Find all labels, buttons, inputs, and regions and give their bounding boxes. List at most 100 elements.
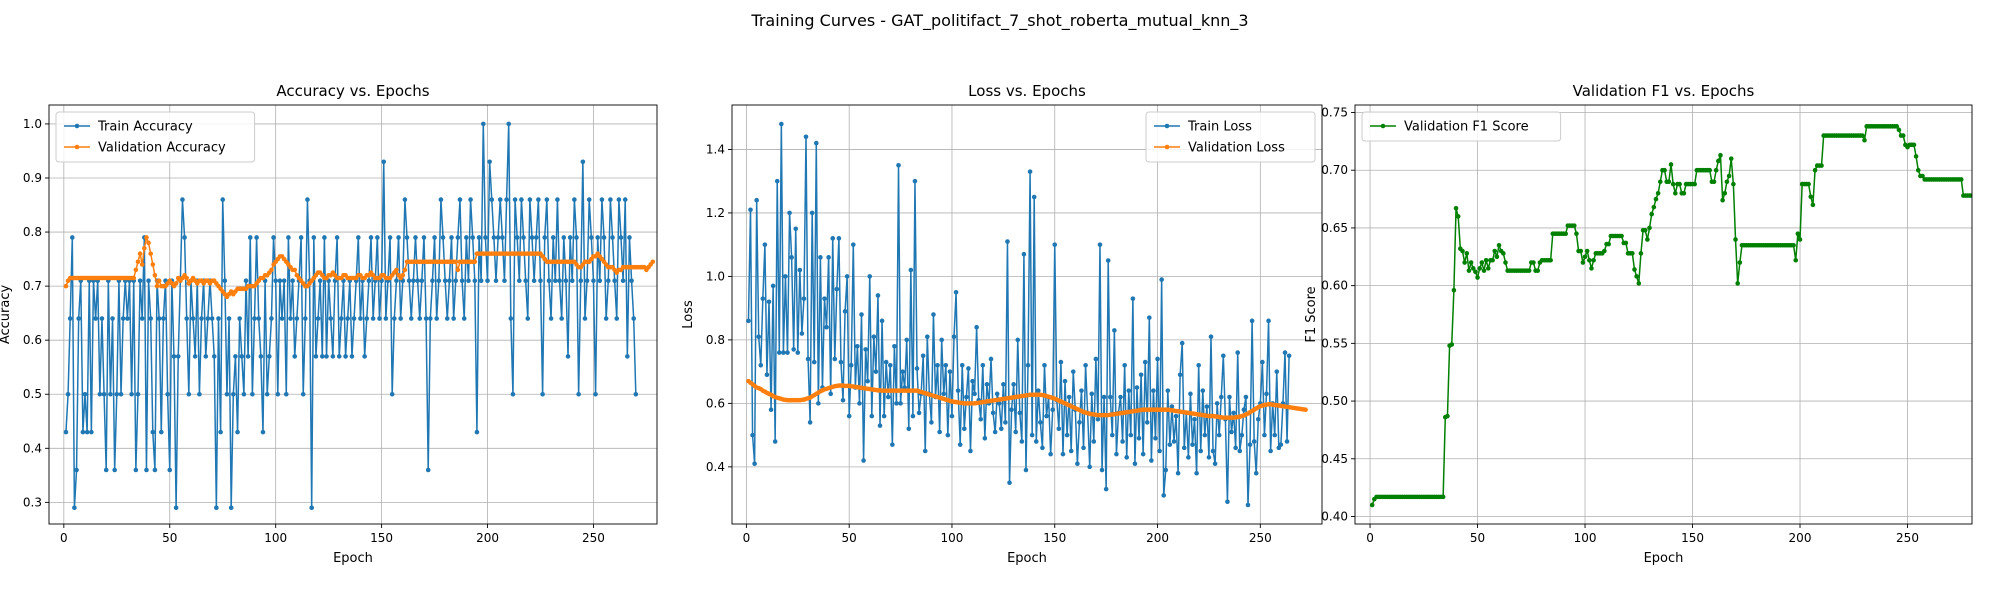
data-point xyxy=(1105,258,1111,263)
data-point xyxy=(392,316,397,321)
data-point xyxy=(224,391,230,397)
data-point xyxy=(1286,353,1292,359)
data-point xyxy=(1091,439,1097,444)
data-point xyxy=(1241,407,1247,413)
data-point xyxy=(1245,502,1251,508)
data-point xyxy=(1266,318,1271,324)
x-tick-label: 150 xyxy=(370,531,393,545)
data-point xyxy=(1036,388,1041,393)
data-point xyxy=(135,259,141,265)
data-point xyxy=(1179,340,1185,346)
data-point xyxy=(389,391,395,397)
data-point xyxy=(339,316,344,321)
data-point xyxy=(1655,191,1661,196)
data-point xyxy=(1606,241,1611,247)
data-point xyxy=(951,334,957,340)
data-point xyxy=(1064,432,1070,438)
data-point xyxy=(1221,353,1226,359)
data-point xyxy=(1192,416,1197,422)
data-point xyxy=(1896,127,1902,133)
data-point xyxy=(785,350,790,355)
data-point xyxy=(108,391,113,397)
data-point xyxy=(1634,274,1639,279)
data-point xyxy=(436,278,442,284)
data-point xyxy=(1093,356,1099,362)
x-tick-label: 0 xyxy=(743,531,751,545)
data-point xyxy=(1249,318,1255,324)
data-point xyxy=(779,121,784,127)
data-point xyxy=(605,278,611,284)
data-point xyxy=(292,354,298,359)
data-point xyxy=(1124,455,1129,460)
y-axis-label: F1 Score xyxy=(1304,286,1319,342)
data-point xyxy=(1161,493,1167,498)
data-point xyxy=(910,413,916,419)
data-point xyxy=(1218,394,1224,400)
data-point xyxy=(438,197,444,202)
data-point xyxy=(1021,251,1027,257)
data-point xyxy=(154,283,160,289)
y-tick-label: 0.65 xyxy=(1321,221,1348,235)
data-point xyxy=(497,197,503,202)
y-tick-label: 0.8 xyxy=(706,333,725,347)
data-point xyxy=(1255,416,1261,422)
data-point xyxy=(1711,179,1717,185)
data-point xyxy=(375,235,380,240)
data-point xyxy=(947,369,953,374)
data-point xyxy=(457,197,463,202)
data-point xyxy=(300,391,306,397)
data-point xyxy=(419,278,425,284)
legend-marker xyxy=(1164,144,1170,150)
data-point xyxy=(1915,167,1921,173)
data-point xyxy=(966,366,971,371)
data-point xyxy=(1449,342,1455,347)
data-point xyxy=(125,316,130,321)
x-tick-label: 250 xyxy=(1896,531,1919,545)
data-point xyxy=(356,235,361,240)
data-point xyxy=(114,391,120,397)
data-point xyxy=(1196,362,1201,368)
data-point xyxy=(949,413,955,419)
data-point xyxy=(1485,266,1491,271)
data-point xyxy=(408,316,414,321)
data-point xyxy=(1860,133,1865,138)
data-point xyxy=(569,278,575,284)
x-axis-label: Epoch xyxy=(333,551,373,566)
data-point xyxy=(597,278,603,284)
data-point xyxy=(495,235,501,240)
data-point xyxy=(550,235,556,240)
data-point xyxy=(877,423,883,428)
data-point xyxy=(364,316,370,321)
data-point xyxy=(826,255,831,260)
data-point xyxy=(461,316,467,321)
data-point xyxy=(834,286,840,292)
data-point xyxy=(553,278,558,284)
data-point xyxy=(890,442,895,447)
data-point xyxy=(1204,404,1210,409)
data-point xyxy=(1737,260,1743,265)
data-point xyxy=(1233,445,1238,451)
data-point xyxy=(1023,467,1029,473)
data-point xyxy=(793,226,799,232)
data-point xyxy=(383,316,389,321)
data-point xyxy=(1681,191,1687,196)
legend-marker xyxy=(1164,123,1170,129)
data-point xyxy=(309,505,314,511)
data-point xyxy=(267,354,272,359)
data-point xyxy=(813,140,819,146)
data-point xyxy=(1460,248,1465,254)
data-point xyxy=(231,391,236,397)
data-point xyxy=(1666,179,1672,185)
data-point xyxy=(1587,257,1592,263)
data-point xyxy=(1138,372,1144,378)
data-point xyxy=(1089,391,1095,397)
data-point xyxy=(279,316,285,321)
data-point xyxy=(466,278,471,284)
data-point xyxy=(180,197,185,202)
data-point xyxy=(1466,268,1472,273)
data-point xyxy=(912,178,918,184)
data-point xyxy=(1079,388,1084,393)
data-point xyxy=(1264,391,1269,397)
data-point xyxy=(478,278,484,284)
